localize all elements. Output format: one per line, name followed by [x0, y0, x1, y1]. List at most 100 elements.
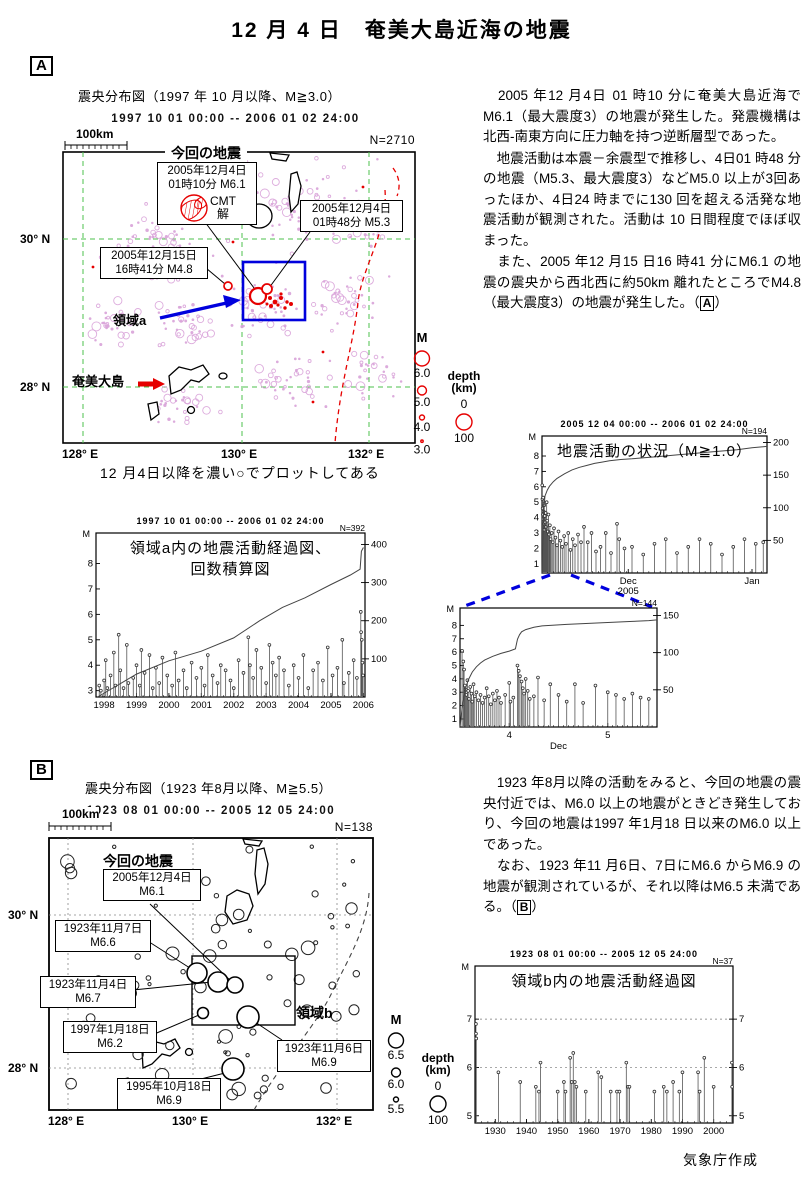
svg-text:150: 150 — [773, 470, 789, 481]
svg-text:4: 4 — [534, 513, 539, 524]
map-b-lon-132: 132° E — [316, 1114, 353, 1128]
callout-m4.8: 2005年12月15日 16時41分 M4.8 — [100, 247, 208, 279]
page-title: 12 月 4 日 奄美大島近海の地震 — [231, 19, 572, 42]
svg-text:1923 08 01 00:00 -- 2005 12 05: 1923 08 01 00:00 -- 2005 12 05 24:00 — [510, 949, 698, 959]
callout-m4.8-mag: 16時41分 M4.8 — [115, 264, 193, 276]
callout-b-m6.9-1995: 1995年10月18日 M6.9 — [117, 1078, 221, 1110]
svg-text:200: 200 — [371, 616, 387, 627]
svg-text:N=194: N=194 — [742, 426, 768, 436]
svg-text:Dec: Dec — [550, 741, 567, 752]
svg-text:2005: 2005 — [320, 700, 341, 711]
svg-text:2002: 2002 — [223, 700, 244, 711]
map-b-legend: M 6.5 6.0 5.5 depth(km) 0 100 — [388, 1012, 455, 1127]
cmt-beachball-icon — [180, 194, 208, 222]
svg-text:5.5: 5.5 — [388, 1102, 405, 1116]
svg-text:4: 4 — [452, 674, 457, 685]
svg-text:2: 2 — [452, 701, 457, 712]
svg-text:5.0: 5.0 — [414, 395, 431, 409]
svg-text:6: 6 — [452, 647, 457, 658]
svg-text:0: 0 — [435, 1079, 442, 1093]
svg-text:2004: 2004 — [288, 700, 309, 711]
svg-text:6: 6 — [739, 1062, 744, 1073]
svg-text:7: 7 — [534, 466, 539, 477]
map-a-lon-130: 130° E — [221, 447, 258, 461]
svg-text:Dec: Dec — [620, 576, 637, 587]
map-a-lat-30: 30° N — [20, 232, 51, 246]
svg-text:(km): (km) — [425, 1063, 450, 1077]
map-b-lat-30: 30° N — [8, 908, 39, 922]
section-b-subtitle: 震央分布図（1923 年8月以降、M≧5.5） — [85, 781, 333, 796]
section-b-text: 1923 年8月以降の活動をみると、今回の地震の震央付近では、M6.0 以上の地… — [483, 773, 801, 919]
svg-text:M: M — [529, 432, 537, 442]
map-b-region-b-label: 領域b — [296, 1005, 333, 1021]
svg-text:M: M — [447, 604, 455, 614]
svg-text:(km): (km) — [451, 381, 476, 395]
map-a-this-eq-label: 今回の地震 — [165, 143, 247, 163]
svg-text:7: 7 — [88, 584, 93, 595]
svg-text:6.0: 6.0 — [388, 1077, 405, 1091]
svg-text:200: 200 — [773, 438, 789, 449]
svg-text:300: 300 — [371, 578, 387, 589]
svg-text:N=392: N=392 — [340, 523, 366, 533]
svg-text:100: 100 — [428, 1113, 448, 1127]
svg-text:7: 7 — [452, 634, 457, 645]
chart-region-b-history: 1923 08 01 00:00 -- 2005 12 05 24:00 N=37… — [462, 949, 745, 1137]
svg-text:5: 5 — [452, 660, 457, 671]
svg-text:2000: 2000 — [703, 1126, 724, 1137]
section-a-subtitle: 震央分布図（1997 年 10 月以降、M≧3.0） — [78, 89, 342, 104]
svg-text:2: 2 — [534, 543, 539, 554]
map-a-caption: 12 月4日以降を濃い○でプロットしてある — [100, 465, 380, 481]
svg-text:100: 100 — [773, 503, 789, 514]
map-a-scale-label: 100km — [76, 127, 114, 141]
svg-text:M: M — [417, 330, 428, 345]
section-a-paragraph-2: 地震活動は本震－余震型で推移し、4日01 時48 分の地震（M5.3、最大震度3… — [483, 150, 801, 248]
svg-text:2000: 2000 — [158, 700, 179, 711]
svg-text:1970: 1970 — [609, 1126, 630, 1137]
svg-text:4: 4 — [88, 660, 93, 671]
svg-text:M: M — [462, 962, 470, 972]
svg-text:6: 6 — [467, 1062, 472, 1073]
map-b-lon-128: 128° E — [48, 1114, 85, 1128]
svg-text:100: 100 — [371, 654, 387, 665]
map-b-scale-bar — [48, 822, 112, 831]
inline-marker-a: A — [699, 296, 715, 311]
map-a-legend: M 6.0 5.0 4.0 3.0 depth(km) 0 100 — [414, 330, 481, 456]
section-a-marker: A — [30, 56, 53, 76]
callout-b-m6.1: 2005年12月4日 M6.1 — [103, 869, 201, 901]
section-b-paragraph-1: 1923 年8月以降の活動をみると、今回の地震の震央付近では、M6.0 以上の地… — [483, 775, 801, 852]
svg-text:3: 3 — [452, 687, 457, 698]
svg-text:2001: 2001 — [191, 700, 212, 711]
svg-text:N=37: N=37 — [712, 956, 733, 966]
svg-text:100: 100 — [454, 431, 474, 445]
svg-text:5: 5 — [88, 635, 93, 646]
section-a-text: 2005 年12 月4日 01 時10 分に奄美大島近海でM6.1（最大震度3）… — [483, 86, 801, 315]
callout-b-m6.7: 1923年11月4日 M6.7 — [40, 976, 136, 1008]
svg-text:1997 10 01 00:00 -- 2006 01 02: 1997 10 01 00:00 -- 2006 01 02 24:00 — [136, 516, 324, 526]
callout-m6.1-mag: 01時10分 M6.1 — [168, 179, 246, 191]
section-b-marker: B — [30, 760, 53, 780]
map-a-lat-28: 28° N — [20, 380, 51, 394]
svg-text:2005 12 04 00:00 -- 2006 01 02: 2005 12 04 00:00 -- 2006 01 02 24:00 — [560, 419, 748, 429]
svg-text:6.5: 6.5 — [388, 1048, 405, 1062]
svg-text:1940: 1940 — [516, 1126, 537, 1137]
map-a-lon-128: 128° E — [62, 447, 99, 461]
section-b-paragraph-2: なお、1923 年11 月6日、7日にM6.6 からM6.9 の地震が観測されて… — [483, 858, 801, 915]
callout-m5.3-mag: 01時48分 M5.3 — [312, 217, 391, 229]
map-b-period: 1923 08 01 00:00 -- 2005 12 05 24:00 — [86, 805, 336, 817]
callout-m6.1: 2005年12月4日 01時10分 M6.1 CMT 解 — [157, 162, 257, 225]
svg-text:1980: 1980 — [641, 1126, 662, 1137]
svg-text:1: 1 — [452, 714, 457, 725]
svg-text:5: 5 — [467, 1111, 472, 1122]
map-b-lon-130: 130° E — [172, 1114, 209, 1128]
svg-text:6.0: 6.0 — [414, 366, 431, 380]
svg-text:4.0: 4.0 — [414, 420, 431, 434]
map-a-lon-132: 132° E — [348, 447, 385, 461]
svg-text:0: 0 — [461, 397, 468, 411]
callout-b-m6.6: 1923年11月7日 M6.6 — [55, 920, 151, 952]
cmt-label-2: 解 — [216, 207, 229, 221]
svg-text:6: 6 — [534, 482, 539, 493]
svg-text:5: 5 — [739, 1111, 744, 1122]
svg-text:1960: 1960 — [578, 1126, 599, 1137]
zoom-connector-lines — [461, 573, 653, 609]
